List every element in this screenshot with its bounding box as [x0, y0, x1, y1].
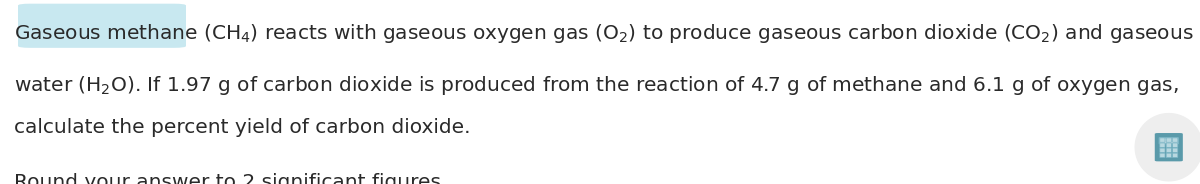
FancyBboxPatch shape — [1166, 138, 1171, 142]
FancyBboxPatch shape — [1159, 143, 1165, 147]
Text: calculate the percent yield of carbon dioxide.: calculate the percent yield of carbon di… — [14, 118, 470, 137]
FancyBboxPatch shape — [1172, 138, 1178, 142]
FancyBboxPatch shape — [1172, 148, 1178, 152]
FancyBboxPatch shape — [1159, 153, 1165, 158]
FancyBboxPatch shape — [1166, 148, 1171, 152]
FancyBboxPatch shape — [1166, 143, 1171, 147]
FancyBboxPatch shape — [1156, 134, 1182, 160]
Text: Round your answer to 2 significant figures.: Round your answer to 2 significant figur… — [14, 173, 448, 184]
Text: Gaseous methane $\left(\mathregular{CH_4}\right)$ reacts with gaseous oxygen gas: Gaseous methane $\left(\mathregular{CH_4… — [14, 22, 1194, 45]
FancyBboxPatch shape — [1159, 138, 1165, 142]
Polygon shape — [1135, 114, 1200, 181]
FancyBboxPatch shape — [1159, 138, 1178, 144]
FancyBboxPatch shape — [1166, 153, 1171, 158]
FancyBboxPatch shape — [1172, 143, 1178, 147]
Text: water $\left(\mathregular{H_2O}\right)$. If 1.97 g of carbon dioxide is produced: water $\left(\mathregular{H_2O}\right)$.… — [14, 74, 1178, 97]
FancyBboxPatch shape — [1172, 153, 1178, 158]
FancyBboxPatch shape — [1159, 148, 1165, 152]
FancyBboxPatch shape — [18, 4, 186, 48]
